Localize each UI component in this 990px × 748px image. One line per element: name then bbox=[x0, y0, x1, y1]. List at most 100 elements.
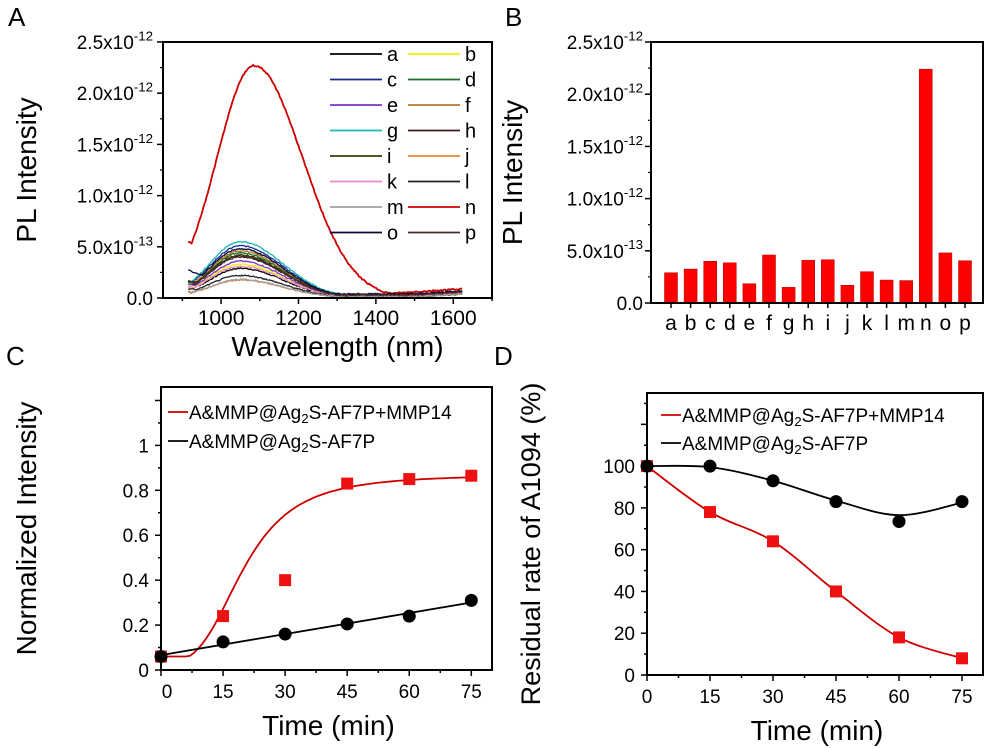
y-tick-label: 0 bbox=[624, 666, 635, 687]
y-tick-label: 100 bbox=[603, 457, 635, 478]
data-point-black bbox=[829, 495, 843, 509]
data-point-black bbox=[402, 609, 416, 623]
x-tick-label: m bbox=[897, 312, 915, 335]
series-line-o bbox=[187, 247, 463, 296]
data-point-red bbox=[465, 469, 478, 482]
bar-g bbox=[781, 287, 796, 304]
plot-frame bbox=[650, 41, 984, 304]
x-tick-label: 0 bbox=[162, 682, 173, 703]
y-axis-label: PL Intensity bbox=[497, 100, 528, 245]
x-tick-label: 1000 bbox=[198, 307, 245, 330]
data-point-red bbox=[767, 535, 779, 548]
y-axis-label: PL Intensity bbox=[11, 97, 42, 242]
y-tick-label: 1.5x10-12 bbox=[77, 131, 153, 157]
bar-c bbox=[703, 260, 717, 304]
x-tick-label: g bbox=[783, 312, 795, 335]
legend-label-g: g bbox=[387, 121, 398, 143]
legend-label-o: o bbox=[387, 223, 398, 245]
bar-b bbox=[683, 268, 698, 304]
x-tick-label: 1400 bbox=[353, 307, 400, 330]
y-tick-label: 2.0x10-12 bbox=[567, 81, 643, 107]
y-tick-label: 0.0 bbox=[127, 289, 153, 310]
y-tick-label: 80 bbox=[614, 499, 635, 520]
series-line-m bbox=[187, 278, 463, 299]
bar-d bbox=[723, 262, 737, 304]
fit-line-1 bbox=[646, 464, 963, 517]
data-point-black bbox=[955, 495, 969, 509]
legend-label-l: l bbox=[465, 172, 469, 194]
data-point-red bbox=[279, 574, 292, 587]
bar-a bbox=[664, 272, 678, 304]
legend-label-i: i bbox=[387, 146, 391, 168]
data-point-black bbox=[216, 635, 230, 649]
x-tick-label: 30 bbox=[762, 687, 783, 708]
legend-label-p: p bbox=[465, 223, 476, 245]
y-tick-label: 40 bbox=[614, 582, 635, 603]
y-tick-label: 0.0 bbox=[617, 294, 643, 315]
x-tick-label: k bbox=[862, 312, 873, 335]
y-tick-label: 1.0x10-12 bbox=[567, 185, 643, 211]
data-point-red bbox=[830, 585, 842, 598]
legend-label-d: d bbox=[465, 70, 476, 92]
bar-f bbox=[762, 254, 776, 304]
data-point-black bbox=[154, 650, 168, 664]
y-tick-label: 0.4 bbox=[123, 571, 150, 592]
bar-l bbox=[879, 279, 894, 304]
x-tick-label: 1600 bbox=[430, 307, 477, 330]
legend-label-0: A&MMP@Ag2S-AF7P+MMP14 bbox=[189, 403, 452, 426]
x-axis-label: Time (min) bbox=[262, 710, 395, 741]
x-tick-label: o bbox=[940, 312, 952, 335]
x-tick-label: b bbox=[685, 312, 697, 335]
y-tick-label: 1.0x10-12 bbox=[77, 182, 153, 208]
fit-line-1 bbox=[160, 601, 472, 657]
y-tick-label: 0.6 bbox=[123, 526, 149, 547]
data-point-red bbox=[704, 506, 716, 519]
panel-letter-b: B bbox=[505, 2, 522, 32]
x-tick-label: c bbox=[705, 312, 716, 335]
legend-label-a: a bbox=[387, 44, 399, 66]
data-point-black bbox=[766, 474, 780, 488]
panel-letters: A B C D bbox=[6, 2, 522, 371]
x-tick-label: l bbox=[884, 312, 889, 335]
y-tick-label: 1.5x10-12 bbox=[567, 133, 643, 159]
bar-e bbox=[742, 283, 757, 304]
x-tick-label: 1200 bbox=[275, 307, 322, 330]
x-tick-label: 15 bbox=[212, 682, 233, 703]
data-point-red bbox=[217, 610, 230, 623]
x-tick-label: 75 bbox=[461, 682, 482, 703]
panel-letter-a: A bbox=[8, 2, 26, 32]
panel-a: 0.0 5.0x10-13 1.0x10-12 1.5x10-12 2.0x10-12 2… bbox=[11, 28, 493, 362]
y-axis-label: Normalized Intensity bbox=[11, 402, 42, 656]
y-tick-label: 20 bbox=[614, 624, 635, 645]
data-point-black bbox=[340, 617, 354, 631]
bar-j bbox=[840, 285, 855, 304]
x-axis-label: Time (min) bbox=[751, 715, 884, 746]
data-point-red bbox=[403, 473, 416, 486]
y-tick-label: 0 bbox=[138, 661, 149, 682]
x-tick-label: 15 bbox=[699, 687, 720, 708]
y-tick-label: 2.0x10-12 bbox=[77, 80, 153, 106]
x-tick-label: 75 bbox=[951, 687, 972, 708]
data-point-black bbox=[892, 514, 906, 528]
series-line-n bbox=[187, 63, 463, 296]
legend-label-k: k bbox=[387, 172, 398, 194]
y-tick-label: 2.5x10-12 bbox=[567, 28, 643, 54]
legend-label-e: e bbox=[387, 95, 398, 117]
x-tick-label: j bbox=[844, 312, 850, 335]
legend-label-1: A&MMP@Ag2S-AF7P bbox=[189, 432, 375, 455]
x-tick-label: 0 bbox=[642, 687, 653, 708]
data-point-black bbox=[703, 459, 717, 473]
legend-label-m: m bbox=[387, 197, 404, 219]
legend-label-h: h bbox=[465, 121, 476, 143]
bar-o bbox=[938, 252, 953, 304]
bar-m bbox=[899, 280, 913, 304]
y-axis-label: Residual rate of A1094 (%) bbox=[516, 383, 546, 706]
series-line-h bbox=[187, 254, 463, 297]
series-line-i bbox=[187, 253, 463, 297]
x-tick-label: 45 bbox=[825, 687, 846, 708]
x-tick-label: i bbox=[825, 312, 830, 335]
x-tick-label: 60 bbox=[399, 682, 420, 703]
x-tick-label: f bbox=[766, 312, 772, 335]
x-tick-label: 45 bbox=[337, 682, 358, 703]
